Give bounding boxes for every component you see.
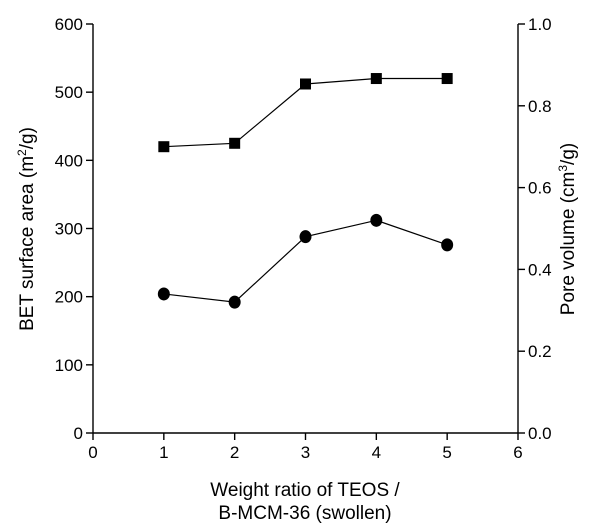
y-left-tick-label: 400 (55, 151, 83, 170)
y-right-tick-label: 0.0 (528, 424, 552, 443)
series-layer (157, 73, 454, 309)
y-left-axis-title: BET surface area (m2/g) (15, 127, 38, 331)
x-tick-label: 3 (301, 443, 310, 462)
surface-area-point (370, 73, 382, 85)
surface-area-point (441, 73, 453, 85)
x-tick-label: 1 (159, 443, 168, 462)
y-left-tick-label: 600 (55, 15, 83, 34)
pore-volume-point (370, 213, 383, 227)
y-left-axis-title-sup: 2 (15, 149, 29, 156)
surface-area-point (229, 137, 241, 149)
x-axis-title-line-1: Weight ratio of TEOS / (210, 480, 400, 501)
x-tick-label: 6 (513, 443, 522, 462)
y-right-tick-label: 1.0 (528, 15, 552, 34)
y-right-tick-label: 0.6 (528, 179, 552, 198)
x-axis-title-line-2: B-MCM-36 (swollen) (218, 503, 391, 524)
axes: 0 1 2 3 4 5 6 0 100 200 300 400 500 600 0.0 0.2 0.4 0.6 0.… (55, 15, 552, 462)
y-left-tick-label: 300 (55, 220, 83, 239)
surface-area-point (158, 141, 170, 153)
y-right-tick-label: 0.4 (528, 260, 552, 279)
pore-volume-point (441, 238, 454, 252)
y-left-tick-label: 100 (55, 356, 83, 375)
y-right-tick-label: 0.8 (528, 97, 552, 116)
y-left-tick-label: 0 (74, 424, 83, 443)
x-tick-label: 0 (88, 443, 97, 462)
y-right-tick-label: 0.2 (528, 342, 552, 361)
x-tick-label: 4 (372, 443, 381, 462)
y-left-tick-label: 500 (55, 83, 83, 102)
x-tick-label: 5 (442, 443, 451, 462)
y-right-axis-title-sup: 3 (556, 165, 570, 172)
x-tick-label: 2 (230, 443, 239, 462)
pore-volume-point (299, 230, 312, 244)
y-left-tick-label: 200 (55, 288, 83, 307)
surface-area-point (300, 78, 311, 90)
pore-volume-point (228, 295, 241, 309)
pore-volume-point (157, 287, 170, 301)
y-right-axis-title: Pore volume (cm3/g) (556, 143, 579, 315)
